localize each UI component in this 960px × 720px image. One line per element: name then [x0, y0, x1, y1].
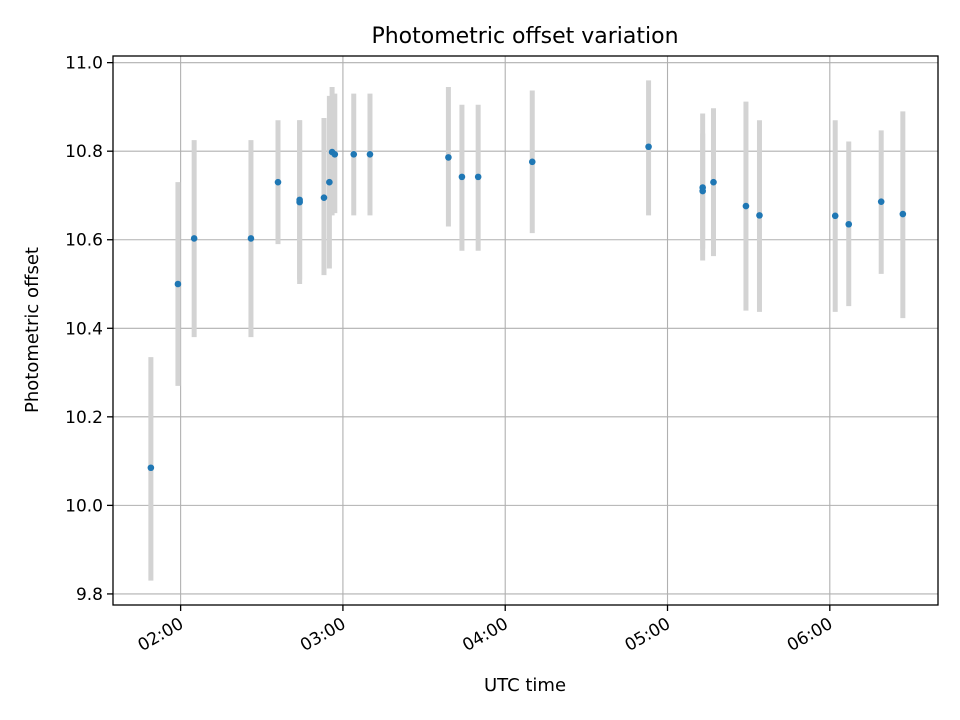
y-tick-label: 11.0 — [65, 54, 103, 74]
y-axis-label: Photometric offset — [22, 247, 43, 413]
data-point — [331, 150, 339, 158]
data-point — [247, 235, 255, 242]
data-point — [845, 220, 853, 228]
data-point — [458, 173, 466, 181]
y-tick-label: 10.8 — [65, 142, 103, 162]
data-point — [710, 178, 717, 186]
data-point — [296, 196, 303, 204]
y-axis: 9.8 10.0 10.2 10.4 10.6 10.8 11.0 — [65, 54, 113, 605]
data-point — [877, 198, 885, 205]
data-point — [645, 143, 652, 151]
data-point — [445, 154, 452, 161]
data-point — [756, 212, 763, 219]
y-tick-label: 10.6 — [65, 231, 103, 251]
y-tick-label: 10.0 — [65, 496, 103, 516]
data-point — [831, 212, 839, 220]
plot-frame — [112, 55, 939, 606]
data-point — [274, 178, 282, 186]
data-point — [699, 187, 706, 195]
y-tick-label: 10.2 — [65, 408, 103, 428]
y-tick-label: 10.4 — [65, 319, 103, 339]
data-point — [474, 173, 482, 181]
y-tick-label: 9.8 — [76, 585, 103, 605]
data-point — [350, 150, 358, 158]
data-point — [320, 194, 328, 201]
chart-title: Photometric offset variation — [371, 24, 678, 49]
x-axis-label: UTC time — [484, 675, 566, 696]
data-point — [190, 235, 198, 242]
data-point — [147, 464, 155, 472]
data-point — [742, 202, 750, 210]
data-point — [528, 158, 536, 166]
data-point — [366, 150, 374, 158]
data-point — [174, 280, 182, 288]
data-point — [899, 210, 907, 218]
data-points — [147, 143, 907, 472]
data-point — [326, 178, 333, 186]
